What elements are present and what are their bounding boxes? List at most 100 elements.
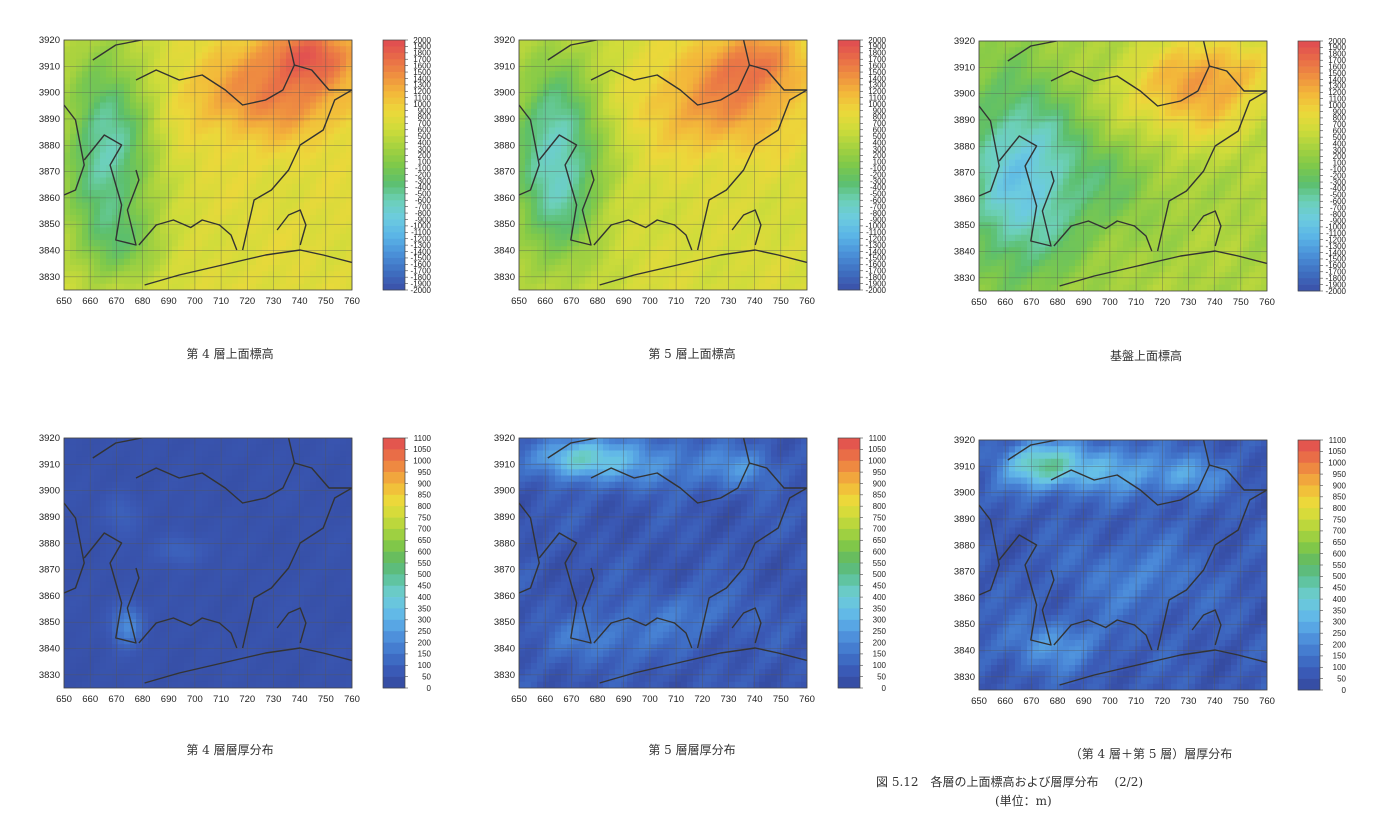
field-cell — [232, 46, 239, 54]
field-cell — [346, 77, 352, 85]
field-cell — [795, 233, 802, 241]
field-cell — [681, 96, 688, 104]
field-cell — [729, 115, 736, 122]
field-cell — [753, 177, 760, 185]
field-cell — [789, 277, 796, 285]
field-cell — [262, 152, 269, 160]
field-cell — [1129, 91, 1136, 98]
field-cell — [531, 208, 538, 216]
field-cell — [997, 66, 1004, 73]
field-cell — [274, 121, 281, 129]
field-cell — [1225, 41, 1232, 48]
field-cell — [1261, 72, 1267, 80]
field-cell — [166, 177, 173, 185]
field-cell — [711, 58, 718, 66]
field-cell — [1093, 109, 1100, 117]
field-cell — [1069, 72, 1076, 80]
field-cell — [555, 121, 562, 129]
field-cell — [687, 265, 694, 272]
field-cell — [795, 221, 802, 229]
field-cell — [627, 215, 634, 222]
field-cell — [675, 277, 682, 285]
field-cell — [531, 115, 538, 122]
field-cell — [537, 283, 544, 290]
field-cell — [747, 265, 754, 272]
field-cell — [567, 146, 574, 154]
field-cell — [154, 177, 161, 185]
field-cell — [567, 90, 574, 97]
field-cell — [130, 215, 137, 222]
field-cell — [1099, 134, 1106, 142]
field-cell — [747, 46, 754, 54]
field-cell — [136, 183, 143, 191]
field-cell — [591, 58, 598, 66]
field-cell — [346, 71, 352, 79]
field-cell — [663, 246, 670, 254]
field-cell — [675, 221, 682, 229]
field-cell — [190, 83, 197, 91]
field-cell — [729, 121, 736, 129]
field-cell — [268, 227, 275, 235]
field-cell — [226, 283, 233, 290]
field-cell — [334, 190, 341, 197]
field-cell — [579, 271, 586, 279]
field-cell — [346, 271, 352, 279]
field-cell — [76, 208, 83, 216]
field-cell — [256, 158, 263, 166]
colorbar-swatch — [383, 46, 405, 54]
field-cell — [657, 246, 664, 254]
field-cell — [274, 177, 281, 185]
field-cell — [82, 46, 89, 54]
field-cell — [639, 208, 646, 216]
field-cell — [645, 190, 652, 197]
field-cell — [124, 196, 131, 204]
field-cell — [346, 108, 352, 116]
field-cell — [196, 190, 203, 197]
field-cell — [328, 52, 335, 60]
field-cell — [657, 58, 664, 66]
field-cell — [645, 165, 652, 172]
field-cell — [1045, 128, 1052, 136]
field-cell — [100, 152, 107, 160]
field-cell — [669, 171, 676, 179]
field-cell — [765, 208, 772, 216]
field-cell — [346, 158, 352, 166]
field-cell — [1045, 134, 1052, 142]
field-cell — [1075, 91, 1082, 98]
field-cell — [1249, 47, 1256, 55]
field-cell — [226, 121, 233, 129]
colorbar-tick-label: 1300 — [868, 81, 886, 90]
field-cell — [555, 83, 562, 91]
field-cell — [555, 65, 562, 72]
field-cell — [1003, 134, 1010, 142]
field-cell — [777, 246, 784, 254]
field-cell — [268, 90, 275, 97]
field-cell — [705, 215, 712, 222]
field-cell — [148, 58, 155, 66]
field-cell — [64, 115, 71, 122]
field-cell — [531, 221, 538, 229]
field-cell — [292, 146, 299, 154]
colorbar-swatch — [838, 123, 860, 131]
field-cell — [525, 46, 532, 54]
field-cell — [346, 177, 352, 185]
field-cell — [118, 165, 125, 172]
field-cell — [561, 121, 568, 129]
field-cell — [979, 141, 986, 148]
field-cell — [112, 40, 119, 47]
field-cell — [741, 102, 748, 110]
field-cell — [741, 158, 748, 166]
field-cell — [1027, 141, 1034, 148]
field-cell — [549, 165, 556, 172]
field-cell — [88, 246, 95, 254]
field-cell — [573, 71, 580, 79]
field-cell — [657, 277, 664, 285]
field-cell — [753, 152, 760, 160]
field-cell — [1219, 116, 1226, 123]
field-cell — [304, 96, 311, 104]
field-cell — [136, 152, 143, 160]
field-cell — [76, 58, 83, 66]
field-cell — [531, 83, 538, 91]
field-cell — [268, 215, 275, 222]
field-cell — [561, 258, 568, 266]
